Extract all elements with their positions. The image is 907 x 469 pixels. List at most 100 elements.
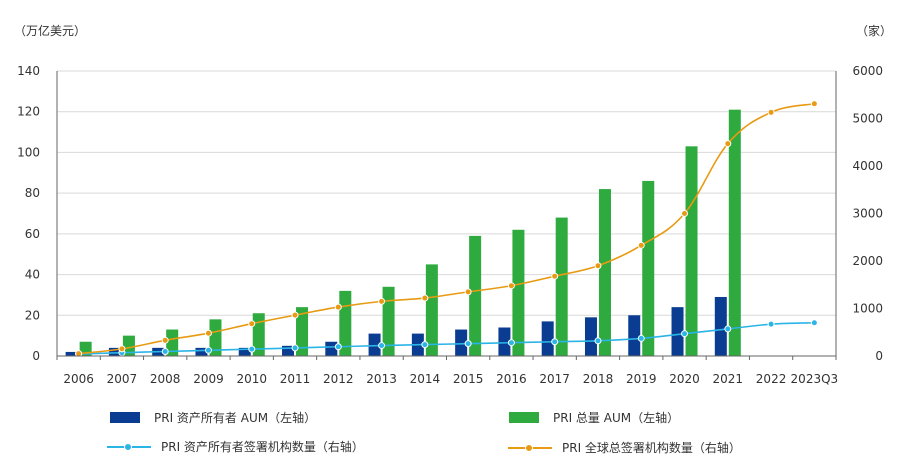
point-total-count xyxy=(161,336,169,344)
left-tick-label: 140 xyxy=(17,64,40,78)
bar-total-aum xyxy=(252,313,265,356)
x-tick-label: 2018 xyxy=(583,372,614,386)
point-owner-count xyxy=(334,343,342,351)
bar-owner-aum xyxy=(195,347,208,356)
bar-owner-aum xyxy=(108,347,121,356)
left-tick-label: 0 xyxy=(32,349,40,363)
bar-total-aum xyxy=(425,264,438,356)
legend-swatch-owner-aum xyxy=(110,412,140,423)
bar-total-aum xyxy=(166,329,179,356)
point-total-count xyxy=(810,100,818,108)
bar-total-aum xyxy=(122,335,135,356)
point-owner-count xyxy=(594,337,602,345)
point-total-count xyxy=(551,272,559,280)
bar-total-aum xyxy=(555,217,568,356)
point-owner-count xyxy=(551,338,559,346)
right-tick-label: 1000 xyxy=(852,302,883,316)
point-total-count xyxy=(724,140,732,148)
bar-total-aum xyxy=(512,229,525,356)
point-total-count xyxy=(291,311,299,319)
x-tick-label: 2022 xyxy=(756,372,787,386)
x-tick-label: 2015 xyxy=(453,372,484,386)
point-owner-count xyxy=(464,340,472,348)
x-tick-label: 2013 xyxy=(366,372,397,386)
legend-item-owner-aum: PRI 资产所有者 AUM（左轴） xyxy=(110,409,316,426)
bar-owner-aum xyxy=(584,317,597,356)
legend-swatch-owner-count xyxy=(107,441,151,452)
legend-label-total-aum: PRI 总量 AUM（左轴） xyxy=(553,411,680,425)
point-owner-count xyxy=(161,347,169,355)
legend-swatch-total-aum xyxy=(509,412,539,423)
point-owner-count xyxy=(507,339,515,347)
x-tick-label: 2006 xyxy=(63,372,94,386)
bar-owner-aum xyxy=(65,351,78,356)
right-tick-label: 0 xyxy=(875,349,883,363)
x-tick-label: 2010 xyxy=(236,372,267,386)
bar-owner-aum xyxy=(541,321,554,356)
point-total-count xyxy=(464,288,472,296)
right-tick-label: 2000 xyxy=(852,254,883,268)
point-total-count xyxy=(507,282,515,290)
bar-series xyxy=(65,109,741,356)
bar-owner-aum xyxy=(498,327,511,356)
bar-owner-aum xyxy=(628,315,641,356)
x-tick-label: 2012 xyxy=(323,372,354,386)
point-owner-count xyxy=(637,334,645,342)
point-owner-count xyxy=(724,325,732,333)
bar-total-aum xyxy=(598,189,611,356)
left-axis-unit: （万亿美元） xyxy=(14,24,87,38)
bar-total-aum xyxy=(642,180,655,356)
x-tick-label: 2023Q3 xyxy=(791,372,839,386)
legend-label-owner-count: PRI 资产所有者签署机构数量（右轴） xyxy=(161,440,364,454)
right-axis-unit: （家） xyxy=(856,24,893,38)
legend-label-total-count: PRI 全球总签署机构数量（右轴） xyxy=(562,441,741,455)
bar-owner-aum xyxy=(714,296,727,356)
bar-owner-aum xyxy=(325,341,338,356)
point-total-count xyxy=(421,294,429,302)
point-owner-count xyxy=(204,346,212,354)
x-tick-label: 2011 xyxy=(280,372,311,386)
left-tick-label: 40 xyxy=(25,268,40,282)
bar-owner-aum xyxy=(455,329,468,356)
bar-owner-aum xyxy=(238,347,251,356)
line-total-count xyxy=(78,102,815,355)
point-total-count xyxy=(248,320,256,328)
point-owner-count xyxy=(810,319,818,327)
right-tick-label: 4000 xyxy=(852,159,883,173)
x-tick-label: 2009 xyxy=(193,372,224,386)
bar-owner-aum xyxy=(368,333,381,356)
point-total-count xyxy=(767,108,775,116)
bar-owner-aum xyxy=(671,307,684,356)
bar-total-aum xyxy=(728,109,741,356)
x-tick-label: 2017 xyxy=(539,372,570,386)
point-total-count xyxy=(378,297,386,305)
right-tick-label: 6000 xyxy=(852,64,883,78)
point-total-count xyxy=(204,329,212,337)
line-owner-count xyxy=(78,321,815,355)
point-owner-count xyxy=(767,320,775,328)
legend-item-total-aum: PRI 总量 AUM（左轴） xyxy=(509,409,679,426)
line-series xyxy=(75,100,818,358)
left-tick-label: 20 xyxy=(25,308,40,322)
bar-total-aum xyxy=(382,286,395,356)
legend-label-owner-aum: PRI 资产所有者 AUM（左轴） xyxy=(154,411,317,425)
point-owner-count xyxy=(421,341,429,349)
bar-total-aum xyxy=(685,146,698,356)
x-tick-label: 2007 xyxy=(107,372,138,386)
right-tick-label: 5000 xyxy=(852,112,883,126)
bar-total-aum xyxy=(296,307,309,356)
point-owner-count xyxy=(291,344,299,352)
x-tick-label: 2016 xyxy=(496,372,527,386)
left-tick-label: 120 xyxy=(17,105,40,119)
x-tick-label: 2019 xyxy=(626,372,657,386)
right-tick-label: 3000 xyxy=(852,207,883,221)
x-tick-label: 2020 xyxy=(669,372,700,386)
point-total-count xyxy=(594,262,602,270)
point-total-count xyxy=(334,303,342,311)
left-tick-label: 60 xyxy=(25,227,40,241)
axes: 0 20 40 60 80 100 120 140 0 1000 2000 3000 4000 5000 6… xyxy=(17,64,883,386)
grid-lines xyxy=(57,70,836,316)
bar-owner-aum xyxy=(282,345,295,356)
point-owner-count xyxy=(248,345,256,353)
